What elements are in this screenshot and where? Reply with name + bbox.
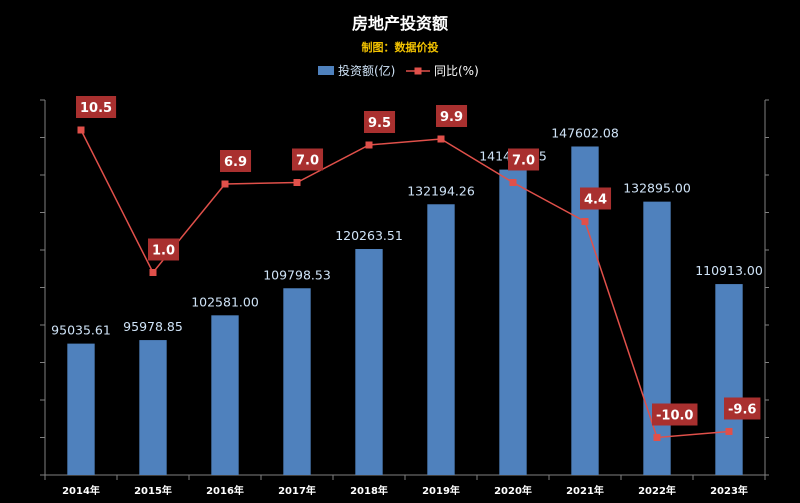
line-value-label: 7.0 bbox=[508, 148, 540, 171]
bar bbox=[499, 169, 527, 476]
bar-value-label: 95035.61 bbox=[51, 323, 111, 338]
line-value-box bbox=[724, 397, 761, 420]
x-tick-label: 2022年 bbox=[638, 484, 676, 497]
bar-value-label: 132194.26 bbox=[407, 183, 475, 198]
bar bbox=[427, 204, 455, 475]
x-tick-label: 2017年 bbox=[278, 484, 316, 497]
line-value-box bbox=[220, 150, 252, 172]
bar-value-label: 109798.53 bbox=[263, 267, 331, 282]
legend-line-label: 同比(%) bbox=[434, 64, 479, 78]
line-value-box bbox=[652, 403, 698, 426]
line-point bbox=[221, 180, 229, 188]
line-value-text: 1.0 bbox=[152, 244, 175, 259]
line-point bbox=[149, 269, 157, 276]
chart-subtitle: 制图：数据价投 bbox=[362, 40, 439, 54]
line-value-text: -9.6 bbox=[728, 403, 756, 418]
line-value-label: -9.6 bbox=[724, 397, 761, 420]
x-tick-labels: 2014年 2015年 2016年 2017年 2018年 2019年 2020年 2021年… bbox=[62, 484, 748, 497]
line-value-box bbox=[436, 105, 468, 127]
line-point bbox=[437, 135, 445, 143]
bar bbox=[355, 249, 383, 475]
bar bbox=[715, 284, 743, 475]
line-value-label: 1.0 bbox=[148, 238, 180, 261]
line-value-label: 7.0 bbox=[292, 148, 324, 171]
bar-value-label: 102581.00 bbox=[191, 294, 259, 309]
line-point bbox=[653, 434, 661, 441]
bar-value-label: 147602.08 bbox=[551, 125, 619, 140]
bar bbox=[67, 343, 95, 475]
x-tick-label: 2014年 bbox=[62, 484, 100, 497]
line-value-label: 6.9 bbox=[220, 150, 252, 172]
line-value-text: 10.5 bbox=[80, 101, 112, 116]
x-tick-label: 2021年 bbox=[566, 484, 604, 497]
bar-value-label: 95978.85 bbox=[123, 319, 183, 334]
line-value-label: 4.4 bbox=[580, 187, 612, 210]
line-point bbox=[581, 218, 589, 225]
line-value-box bbox=[76, 96, 117, 118]
line-value-text: 9.9 bbox=[440, 110, 463, 125]
line-labels: 10.5 1.0 6.9 7.0 9.5 9.9 7.0 4.4 -10.0 -9.6 bbox=[76, 96, 761, 426]
x-tick-label: 2018年 bbox=[350, 484, 388, 497]
chart-title: 房地产投资额 bbox=[352, 14, 448, 33]
line-point bbox=[77, 126, 85, 134]
legend-line-marker bbox=[414, 67, 422, 75]
line-value-box bbox=[580, 187, 612, 210]
bar-value-label: 120263.51 bbox=[335, 228, 403, 243]
line-point bbox=[293, 179, 301, 186]
x-tick-label: 2016年 bbox=[206, 484, 244, 497]
line-value-label: 9.9 bbox=[436, 105, 468, 127]
legend-bar-swatch bbox=[318, 66, 334, 75]
x-tick-label: 2023年 bbox=[710, 484, 748, 497]
legend: 投资额(亿) 同比(%) bbox=[318, 63, 479, 78]
line-value-label: -10.0 bbox=[652, 403, 698, 426]
line-value-text: 7.0 bbox=[296, 154, 319, 169]
bar bbox=[139, 340, 167, 475]
line-value-box bbox=[292, 148, 324, 171]
bar-labels: 95035.61 95978.85 102581.00 109798.53 120263… bbox=[51, 125, 763, 337]
x-tick-label: 2020年 bbox=[494, 484, 532, 497]
line-value-text: 7.0 bbox=[512, 154, 535, 169]
x-tick-label: 2019年 bbox=[422, 484, 460, 497]
bar-value-label: 110913.00 bbox=[695, 263, 763, 278]
line-value-text: 4.4 bbox=[584, 193, 607, 208]
line-value-box bbox=[364, 111, 396, 133]
line-point bbox=[509, 179, 517, 186]
line-point bbox=[725, 428, 733, 435]
line-value-text: -10.0 bbox=[656, 409, 693, 424]
bar bbox=[211, 315, 239, 475]
line-value-text: 6.9 bbox=[224, 155, 247, 170]
line-value-text: 9.5 bbox=[368, 116, 391, 131]
bar bbox=[283, 288, 311, 475]
legend-bar-label: 投资额(亿) bbox=[338, 63, 395, 78]
line-value-label: 9.5 bbox=[364, 111, 396, 133]
line-path bbox=[80, 129, 730, 439]
line-value-box bbox=[148, 238, 180, 261]
bar-series bbox=[67, 146, 743, 476]
line-series bbox=[77, 126, 733, 441]
bar bbox=[643, 201, 671, 476]
line-point bbox=[365, 141, 373, 149]
line-value-box bbox=[508, 148, 540, 171]
line-value-label: 10.5 bbox=[76, 96, 117, 118]
x-tick-label: 2015年 bbox=[134, 484, 172, 497]
bar-value-label: 132895.00 bbox=[623, 181, 691, 196]
